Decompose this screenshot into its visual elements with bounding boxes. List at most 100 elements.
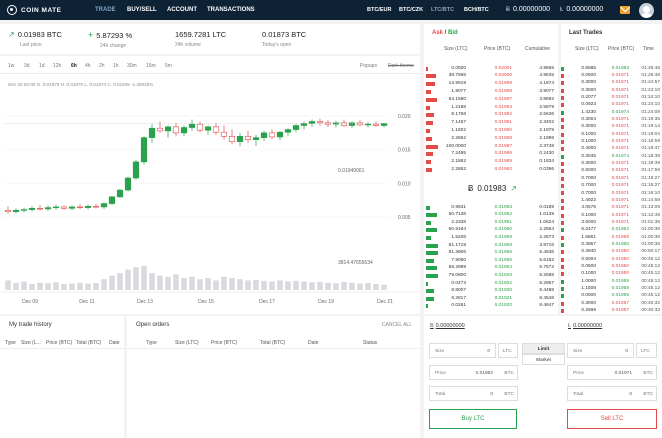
ask-row[interactable]: 8.1768 0.01992 2.5636 bbox=[424, 112, 558, 119]
candle-body[interactable] bbox=[4, 209, 12, 212]
sell-price-field[interactable]: Price 0.01971 BTC bbox=[567, 365, 657, 380]
bid-row[interactable]: 58.2889 0.01954 6.7572 bbox=[424, 265, 558, 272]
candle-body[interactable] bbox=[268, 132, 276, 138]
candlestick-chart[interactable]: 0.01949061 3814.47655634 0.020 0.015 0.010… bbox=[0, 100, 420, 314]
candle-body[interactable] bbox=[308, 121, 316, 124]
tf-2h[interactable]: 2h bbox=[99, 63, 105, 69]
ask-row[interactable]: 2.1862 0.01985 0.1834 bbox=[424, 159, 558, 166]
tf-5m[interactable]: 5m bbox=[165, 63, 172, 69]
candle-body[interactable] bbox=[300, 123, 308, 126]
popups-toggle[interactable]: Popups bbox=[360, 63, 377, 69]
ask-row[interactable]: 2.2862 0.01988 2.1998 bbox=[424, 135, 558, 142]
bid-row[interactable]: 2.2338 0.01961 1.0624 bbox=[424, 219, 558, 226]
bid-row[interactable]: 1.5206 0.01959 2.2873 bbox=[424, 234, 558, 241]
candle-body[interactable] bbox=[156, 127, 164, 132]
candle-body[interactable] bbox=[44, 207, 52, 210]
candle-body[interactable] bbox=[172, 126, 180, 134]
ask-row[interactable]: 7.1457 0.01991 2.3402 bbox=[424, 120, 558, 127]
tf-12h[interactable]: 12h bbox=[53, 63, 62, 69]
candle-body[interactable] bbox=[180, 127, 188, 134]
candle-body[interactable] bbox=[276, 131, 284, 138]
candle-body[interactable] bbox=[252, 137, 260, 140]
candle-body[interactable] bbox=[340, 122, 348, 126]
candle-body[interactable] bbox=[348, 122, 356, 126]
candle-body[interactable] bbox=[220, 131, 228, 137]
candle-body[interactable] bbox=[124, 177, 132, 191]
candle-body[interactable] bbox=[228, 135, 236, 142]
bid-row[interactable]: 0.0473 0.01932 8.2867 bbox=[424, 280, 558, 287]
buy-total-field[interactable]: Total 0 BTC bbox=[429, 386, 518, 401]
sell-size-field[interactable]: Size 0 bbox=[567, 343, 634, 358]
candle-body[interactable] bbox=[364, 123, 372, 126]
bid-row[interactable]: 8.8007 0.01930 8.4498 bbox=[424, 288, 558, 295]
candle-body[interactable] bbox=[292, 125, 300, 130]
tab-limit[interactable]: Limit bbox=[522, 343, 565, 354]
tf-6h[interactable]: 6h bbox=[71, 63, 77, 69]
candle-body[interactable] bbox=[84, 205, 92, 208]
balance-btc[interactable]: Ƀ 0.00000000 bbox=[506, 6, 550, 13]
candle-body[interactable] bbox=[116, 189, 124, 198]
candle-body[interactable] bbox=[196, 123, 204, 131]
nav-transactions[interactable]: TRANSACTIONS bbox=[207, 7, 255, 13]
ask-row[interactable]: 100.0000 0.01987 2.3748 bbox=[424, 143, 558, 150]
candle-body[interactable] bbox=[148, 127, 156, 138]
candle-body[interactable] bbox=[372, 123, 380, 126]
ask-tab[interactable]: Ask bbox=[432, 30, 444, 36]
sell-total-field[interactable]: Total 0 BTC bbox=[567, 386, 657, 401]
candle-body[interactable] bbox=[76, 206, 84, 209]
candle-body[interactable] bbox=[212, 126, 220, 133]
tf-15m[interactable]: 15m bbox=[146, 63, 156, 69]
candle-body[interactable] bbox=[28, 207, 36, 210]
ask-row[interactable]: 1.1602 0.01990 2.1979 bbox=[424, 127, 558, 134]
candle-body[interactable] bbox=[108, 196, 116, 204]
nav-buy-sell[interactable]: BUY/SELL bbox=[127, 7, 157, 13]
cancel-all-button[interactable]: CANCEL ALL bbox=[381, 322, 412, 328]
tf-3d[interactable]: 3d bbox=[24, 63, 30, 69]
nav-trade[interactable]: TRADE bbox=[95, 7, 116, 13]
buy-ltc-button[interactable]: Buy LTC bbox=[429, 409, 517, 429]
candle-body[interactable] bbox=[316, 121, 324, 124]
candle-body[interactable] bbox=[204, 126, 212, 131]
ask-row[interactable]: 1.9077 0.01998 3.9077 bbox=[424, 88, 558, 95]
ask-row[interactable]: 1.2198 0.01993 2.5879 bbox=[424, 104, 558, 111]
tf-1d[interactable]: 1d bbox=[39, 63, 45, 69]
candle-body[interactable] bbox=[52, 206, 60, 209]
bid-row[interactable]: 50.7136 0.01962 1.0139 bbox=[424, 212, 558, 219]
candle-body[interactable] bbox=[284, 129, 292, 133]
bid-row[interactable]: 0.0261 0.01920 8.4647 bbox=[424, 303, 558, 310]
pair-ltc-btc[interactable]: LTC/BTC bbox=[431, 7, 455, 13]
candle-body[interactable] bbox=[356, 122, 364, 126]
sell-ltc-button[interactable]: Sell LTC bbox=[567, 409, 657, 429]
pair-btc-eur[interactable]: BTC/EUR bbox=[367, 7, 392, 13]
pair-btc-czk[interactable]: BTC/CZK bbox=[399, 7, 424, 13]
ask-row[interactable]: 0.0500 0.02001 4.9655 bbox=[424, 65, 558, 72]
tf-4h[interactable]: 4h bbox=[85, 63, 91, 69]
candle-body[interactable] bbox=[164, 126, 172, 132]
nav-account[interactable]: ACCOUNT bbox=[167, 7, 197, 13]
bid-tab[interactable]: Bid bbox=[448, 30, 458, 36]
bid-row[interactable]: 0.9631 0.01963 0.0189 bbox=[424, 204, 558, 211]
candle-body[interactable] bbox=[140, 137, 148, 163]
tf-30m[interactable]: 30m bbox=[127, 63, 137, 69]
ask-row[interactable]: 7.2495 0.01986 0.2430 bbox=[424, 151, 558, 158]
candle-body[interactable] bbox=[60, 206, 68, 209]
logo[interactable]: COIN MATE bbox=[7, 5, 62, 15]
bid-row[interactable]: 7.9060 0.01955 5.6182 bbox=[424, 257, 558, 264]
sell-balance[interactable]: Ł 0.00000000 bbox=[568, 323, 602, 329]
ask-row[interactable]: 64.1580 0.01997 3.8692 bbox=[424, 96, 558, 103]
bid-row[interactable]: 81.1719 0.01958 3.8716 bbox=[424, 242, 558, 249]
ask-row[interactable]: 13.9919 0.01999 4.1874 bbox=[424, 81, 558, 88]
candle-body[interactable] bbox=[36, 207, 44, 210]
tab-market[interactable]: Market bbox=[522, 354, 565, 365]
candle-body[interactable] bbox=[68, 206, 76, 209]
bid-row[interactable]: 8.2817 0.01921 8.4548 bbox=[424, 295, 558, 302]
candle-body[interactable] bbox=[20, 209, 28, 211]
candle-body[interactable] bbox=[188, 123, 196, 128]
balance-ltc[interactable]: Ł 0.00000000 bbox=[560, 6, 603, 13]
tf-1w[interactable]: 1w bbox=[8, 63, 15, 69]
buy-size-field[interactable]: Size 0 bbox=[429, 343, 496, 358]
candle-body[interactable] bbox=[12, 209, 20, 212]
dark-theme-toggle[interactable]: Dark theme bbox=[388, 63, 414, 69]
bid-row[interactable]: 60.9184 0.01960 2.2564 bbox=[424, 227, 558, 234]
pair-bch-btc[interactable]: BCH/BTC bbox=[464, 7, 489, 13]
